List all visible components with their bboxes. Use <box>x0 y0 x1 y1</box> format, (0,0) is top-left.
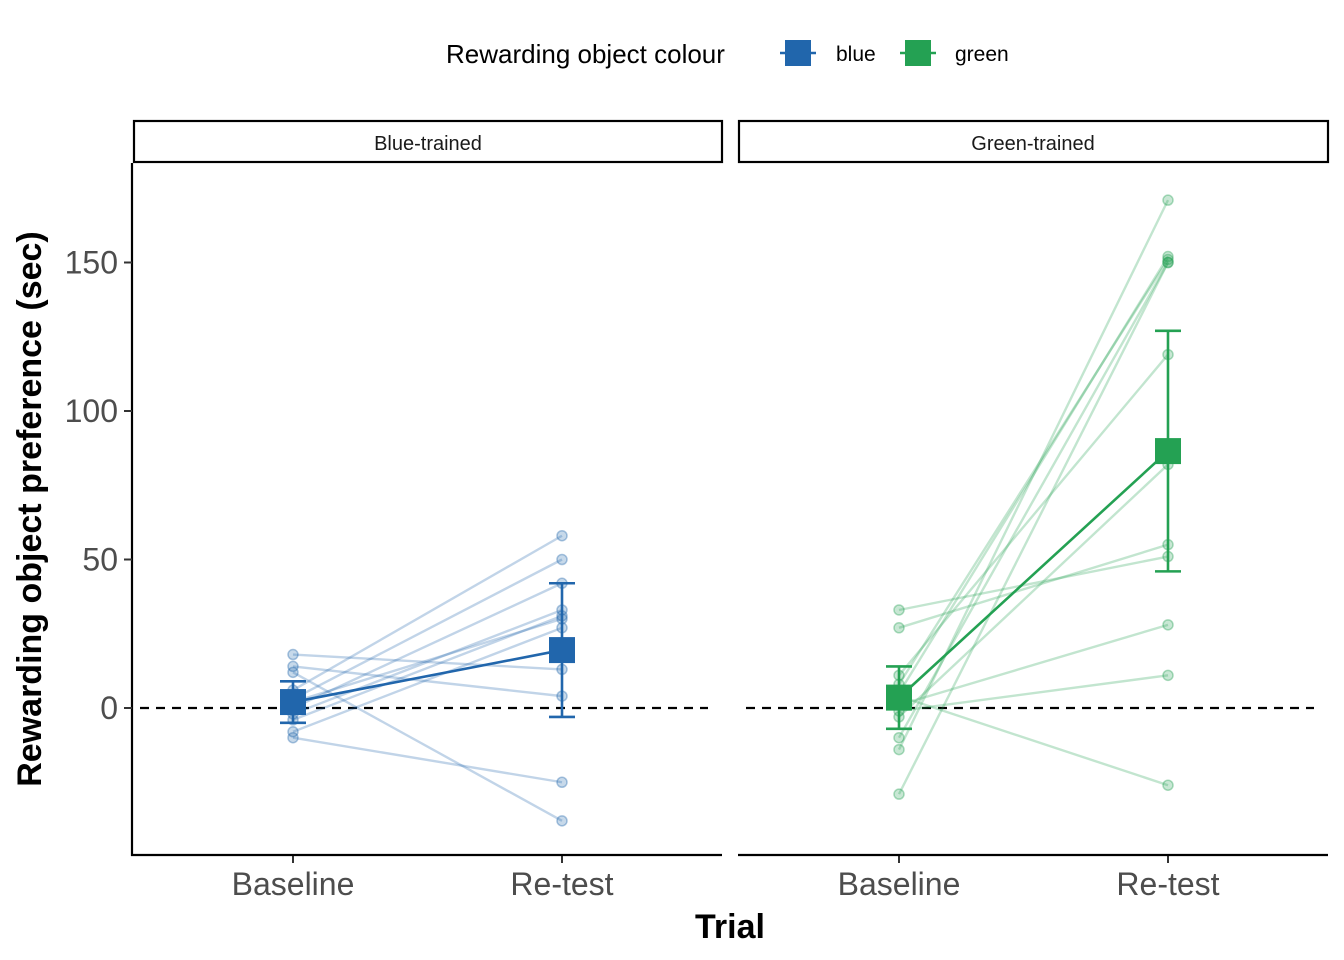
legend-key-blue <box>780 40 816 66</box>
subject-line <box>292 626 563 733</box>
subject-line <box>292 608 563 716</box>
subject-point <box>1162 669 1174 682</box>
panel-green-trained <box>746 194 1314 863</box>
subject-line <box>898 543 1169 629</box>
subject-point <box>287 726 299 738</box>
subject-line <box>292 671 563 822</box>
strip-label-green-trained: Green-trained <box>971 133 1094 155</box>
legend-key-green <box>900 40 936 66</box>
subject-point <box>1162 253 1174 266</box>
subject-line <box>897 261 1170 795</box>
subject-line <box>292 582 563 710</box>
subject-line <box>292 558 563 701</box>
x-axis-title: Trial <box>695 908 765 946</box>
y-axis-title: Rewarding object preference (sec) <box>11 231 49 787</box>
subject-line <box>898 555 1169 612</box>
subject-point <box>1162 194 1174 206</box>
subject-point <box>556 529 568 542</box>
subject-point <box>287 660 299 673</box>
subject-line <box>898 463 1169 718</box>
legend: Rewarding object colour blue green <box>446 39 1009 69</box>
subject-point <box>893 788 905 800</box>
mean-marker <box>549 637 575 664</box>
mean-line <box>292 648 563 704</box>
subject-line <box>898 694 1169 787</box>
strip-blue-trained: Blue-trained <box>132 119 724 164</box>
subject-point <box>1162 619 1174 631</box>
subject-point <box>287 731 299 744</box>
mean-marker <box>886 684 912 711</box>
x-tick-label-baseline: Baseline <box>838 866 961 902</box>
y-tick-label: 0 <box>100 690 118 726</box>
subject-line <box>292 614 563 721</box>
subject-line <box>292 653 563 671</box>
x-axis-green-trained: Baseline Re-test <box>738 853 1328 902</box>
legend-label-blue: blue <box>836 43 876 66</box>
subject-line <box>897 255 1170 694</box>
subject-point <box>556 553 568 566</box>
subject-line <box>898 623 1169 707</box>
x-tick-label-retest: Re-test <box>1116 866 1219 902</box>
subject-point <box>556 776 568 788</box>
subject-line <box>898 353 1169 677</box>
subject-line <box>898 674 1169 713</box>
y-axis: 0 50 100 150 <box>65 163 134 856</box>
subject-point <box>287 666 299 679</box>
subject-point <box>1162 256 1174 269</box>
y-tick-label: 150 <box>65 245 118 281</box>
subject-line <box>897 261 1170 739</box>
legend-label-green: green <box>955 43 1009 66</box>
subject-line <box>897 258 1170 685</box>
subject-point <box>893 604 905 616</box>
strip-label-blue-trained: Blue-trained <box>374 133 482 155</box>
subject-line <box>292 534 563 692</box>
subject-point <box>1162 779 1174 791</box>
legend-title: Rewarding object colour <box>446 39 725 69</box>
subject-line <box>292 736 563 784</box>
mean-marker <box>280 689 306 716</box>
x-axis-blue-trained: Baseline Re-test <box>131 853 722 902</box>
y-tick-label: 100 <box>65 393 118 429</box>
y-tick-label: 50 <box>82 542 118 578</box>
x-tick-label-retest: Re-test <box>510 866 613 902</box>
x-tick-label-baseline: Baseline <box>232 866 355 902</box>
subject-line <box>292 617 563 704</box>
mean-line <box>898 450 1169 699</box>
subject-point <box>556 815 568 827</box>
subject-point <box>893 743 905 756</box>
strip-green-trained: Green-trained <box>737 119 1330 164</box>
subject-point <box>893 622 905 634</box>
mean-marker <box>1155 438 1181 465</box>
subject-line <box>897 199 1170 751</box>
subject-point <box>893 731 905 744</box>
subject-point <box>1162 250 1174 263</box>
subject-point <box>1162 256 1174 269</box>
subject-line <box>292 665 563 698</box>
subject-point <box>287 648 299 661</box>
panel-blue-trained <box>140 529 708 863</box>
